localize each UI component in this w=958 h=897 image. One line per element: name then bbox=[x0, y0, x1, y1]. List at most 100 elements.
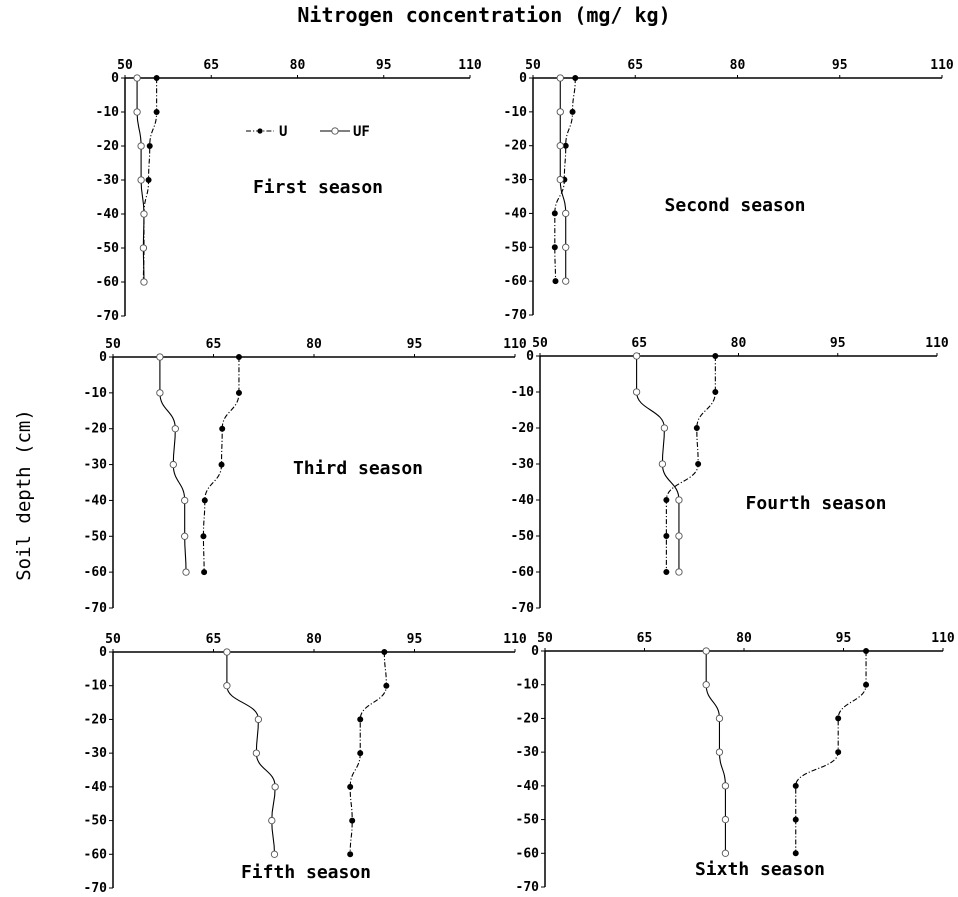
data-point-u bbox=[572, 75, 579, 82]
x-tick-label: 65 bbox=[203, 58, 219, 73]
series-line-u bbox=[795, 651, 867, 854]
y-tick-label: -40 bbox=[516, 779, 540, 794]
data-point-u bbox=[357, 716, 364, 723]
y-tick-label: 0 bbox=[531, 644, 539, 659]
x-tick-label: 110 bbox=[458, 58, 482, 73]
x-tick-label: 50 bbox=[105, 337, 121, 352]
data-point-u bbox=[663, 533, 670, 540]
panel-sixth-season: 50 65 80 95 110 0 -10 -20 -30 -40 -50 -60 -70 Sixth s… bbox=[516, 631, 955, 895]
y-tick-label: -70 bbox=[516, 880, 540, 895]
legend-marker-uf bbox=[331, 127, 339, 135]
data-point-uf bbox=[702, 647, 710, 655]
x-tick-label: 110 bbox=[930, 58, 954, 73]
data-point-u bbox=[712, 352, 719, 359]
y-tick-label: -70 bbox=[84, 881, 108, 896]
data-point-u bbox=[218, 461, 225, 468]
data-point-uf bbox=[137, 142, 145, 150]
y-tick-label: 0 bbox=[519, 71, 527, 86]
y-tick-label: -70 bbox=[84, 601, 108, 616]
y-tick-label: -10 bbox=[96, 105, 120, 120]
data-point-u bbox=[145, 176, 152, 183]
data-point-u bbox=[552, 278, 559, 285]
data-point-u bbox=[357, 750, 364, 757]
x-tick-label: 95 bbox=[407, 632, 423, 647]
y-tick-label: -60 bbox=[96, 275, 120, 290]
data-point-u bbox=[153, 75, 160, 82]
y-tick-label: -60 bbox=[504, 274, 528, 289]
series-line-uf bbox=[636, 355, 680, 572]
x-tick-label: 80 bbox=[736, 631, 752, 646]
x-tick-label: 95 bbox=[407, 337, 423, 352]
data-point-uf bbox=[675, 496, 683, 504]
data-point-uf bbox=[133, 108, 141, 116]
y-tick-label: -20 bbox=[96, 139, 120, 154]
data-point-u bbox=[792, 816, 799, 823]
legend-marker-u bbox=[257, 128, 263, 134]
y-tick-label: 0 bbox=[99, 350, 107, 365]
x-tick-label: 110 bbox=[931, 631, 955, 646]
y-tick-label: -40 bbox=[84, 493, 108, 508]
panel-title: First season bbox=[253, 177, 383, 198]
data-point-uf bbox=[139, 244, 148, 252]
y-tick-label: -30 bbox=[84, 458, 108, 473]
series-line-u bbox=[665, 356, 716, 572]
y-tick-label: -60 bbox=[84, 565, 108, 580]
data-point-u bbox=[693, 424, 700, 431]
data-point-u bbox=[153, 109, 160, 116]
panel-title: Sixth season bbox=[695, 859, 825, 880]
data-point-uf bbox=[721, 849, 730, 857]
data-point-uf bbox=[156, 389, 164, 397]
x-tick-label: 65 bbox=[206, 337, 222, 352]
x-tick-label: 80 bbox=[730, 58, 746, 73]
y-tick-label: -50 bbox=[511, 529, 535, 544]
data-point-u bbox=[381, 649, 388, 656]
data-point-u bbox=[349, 817, 356, 824]
y-tick-label: -20 bbox=[504, 139, 528, 154]
x-tick-label: 65 bbox=[637, 631, 653, 646]
series-line-uf bbox=[226, 652, 276, 855]
y-tick-label: -50 bbox=[96, 241, 120, 256]
data-point-u bbox=[835, 715, 842, 722]
data-point-uf bbox=[632, 352, 641, 360]
data-point-uf bbox=[182, 568, 190, 576]
y-tick-label: -40 bbox=[84, 780, 108, 795]
y-tick-label: -30 bbox=[84, 746, 108, 761]
y-tick-label: -30 bbox=[516, 745, 540, 760]
panel-third-season: 50 65 80 95 110 0 -10 -20 -30 -40 -50 -60 -70 Third s… bbox=[84, 337, 527, 616]
data-point-u bbox=[235, 353, 242, 360]
y-tick-label: -50 bbox=[84, 814, 108, 829]
data-point-uf bbox=[223, 648, 231, 656]
x-tick-label: 95 bbox=[830, 336, 846, 351]
data-point-uf bbox=[632, 388, 641, 396]
panel-first-season: 50 65 80 95 110 0 -10 -20 -30 -40 -50 -60 -70 First s… bbox=[96, 58, 482, 324]
x-tick-label: 95 bbox=[832, 58, 848, 73]
data-point-uf bbox=[140, 210, 148, 218]
data-point-uf bbox=[721, 782, 730, 790]
data-point-u bbox=[551, 244, 558, 251]
y-tick-label: -30 bbox=[504, 173, 528, 188]
data-point-uf bbox=[140, 278, 148, 286]
data-point-u bbox=[201, 569, 208, 576]
x-tick-label: 80 bbox=[306, 337, 322, 352]
y-tick-label: -40 bbox=[511, 493, 535, 508]
data-point-uf bbox=[181, 496, 189, 505]
legend: U UF bbox=[246, 124, 370, 140]
x-tick-label: 65 bbox=[631, 336, 647, 351]
y-tick-label: -10 bbox=[511, 385, 535, 400]
y-tick-label: 0 bbox=[99, 645, 107, 660]
data-point-uf bbox=[702, 681, 710, 689]
data-point-u bbox=[347, 783, 354, 790]
y-tick-label: -20 bbox=[84, 712, 108, 727]
y-tick-label: -10 bbox=[516, 678, 540, 693]
x-tick-label: 50 bbox=[105, 632, 121, 647]
x-tick-label: 65 bbox=[627, 58, 643, 73]
data-point-u bbox=[383, 682, 390, 689]
x-tick-label: 110 bbox=[503, 632, 527, 647]
data-point-uf bbox=[675, 532, 683, 540]
panel-fifth-season: 50 65 80 95 110 0 -10 -20 -30 -40 -50 -60 -70 Fifth s… bbox=[84, 632, 527, 896]
x-tick-label: 65 bbox=[206, 632, 222, 647]
data-point-u bbox=[569, 108, 576, 115]
data-point-uf bbox=[556, 108, 564, 116]
panel-second-season: 50 65 80 95 110 0 -10 -20 -30 -40 -50 -60 -70 Second … bbox=[504, 58, 954, 323]
